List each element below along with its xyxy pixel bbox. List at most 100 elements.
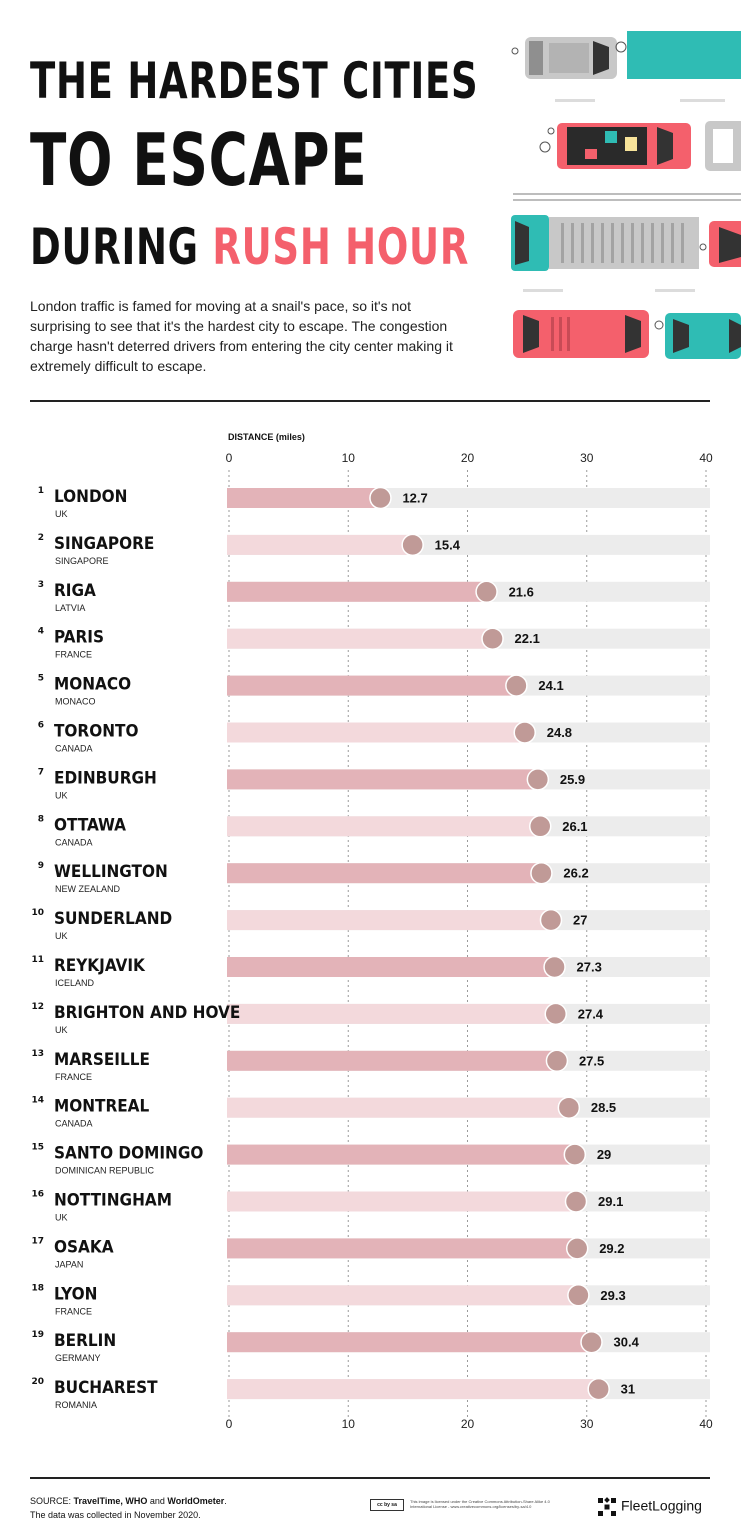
country-name: GERMANY — [55, 1353, 101, 1363]
rank-number: 2 — [38, 533, 44, 543]
rank-number: 16 — [31, 1190, 44, 1200]
rank-number: 12 — [31, 1002, 44, 1012]
country-name: FRANCE — [55, 1306, 92, 1316]
country-name: UK — [55, 1213, 68, 1223]
value-label: 29.1 — [598, 1194, 623, 1209]
value-dot — [564, 1190, 588, 1213]
bottom-tick-label-40: 40 — [699, 1417, 713, 1431]
country-name: NEW ZEALAND — [55, 884, 121, 894]
chart-row: 25.9 7 EDINBURGH UK — [38, 767, 710, 800]
top-divider — [30, 400, 710, 402]
bar-monaco — [227, 675, 517, 696]
chart-row: 27.5 13 MARSEILLE FRANCE — [31, 1049, 710, 1082]
city-name: NOTTINGHAM — [54, 1191, 172, 1211]
city-name: EDINBURGH — [54, 768, 157, 788]
bar-toronto — [227, 722, 525, 743]
city-name: RIGA — [54, 581, 96, 601]
rank-number: 9 — [38, 861, 44, 871]
top-tick-label-10: 10 — [342, 451, 356, 465]
title-line-3-plain: DURING — [30, 218, 213, 276]
country-name: SINGAPORE — [55, 556, 109, 566]
city-name: SANTO DOMINGO — [54, 1144, 203, 1164]
rank-number: 5 — [38, 674, 44, 684]
bar-edinburgh — [227, 769, 538, 790]
value-dot — [530, 861, 553, 885]
source-a: TravelTime, WHO — [73, 1496, 148, 1506]
city-name: MARSEILLE — [54, 1050, 150, 1070]
value-dot — [369, 486, 392, 510]
city-name: REYKJAVIK — [54, 956, 146, 976]
country-name: ICELAND — [55, 978, 95, 988]
value-label: 25.9 — [560, 772, 585, 787]
axis-label: DISTANCE (miles) — [228, 432, 305, 442]
value-label: 24.8 — [547, 725, 572, 740]
fleetlogging-logo-icon — [598, 1497, 616, 1516]
value-label: 26.1 — [562, 819, 587, 834]
rank-number: 19 — [31, 1330, 44, 1340]
city-name: OTTAWA — [54, 815, 126, 835]
value-dot — [543, 955, 566, 979]
bar-ottawa — [227, 816, 541, 837]
value-dot — [557, 1096, 581, 1119]
rank-number: 13 — [31, 1049, 44, 1059]
value-dot — [475, 580, 498, 604]
gray-truck-icon — [511, 215, 699, 271]
value-label: 29.3 — [600, 1288, 625, 1303]
value-label: 27 — [573, 913, 587, 928]
value-label: 28.5 — [591, 1100, 616, 1115]
city-name: BUCHAREST — [54, 1378, 158, 1398]
value-dot — [545, 1049, 569, 1073]
bar-singapore — [227, 534, 413, 555]
value-dot — [544, 1002, 567, 1026]
value-dot — [481, 627, 504, 650]
value-dot — [580, 1330, 603, 1354]
value-label: 22.1 — [515, 631, 540, 646]
rank-number: 8 — [38, 814, 44, 824]
chart-row: 15.4 2 SINGAPORE SINGAPORE — [38, 533, 710, 566]
value-label: 29.2 — [599, 1241, 624, 1256]
value-label: 27.4 — [578, 1006, 604, 1021]
city-name: SUNDERLAND — [54, 909, 172, 929]
rank-number: 3 — [38, 580, 44, 590]
title-line-1: THE HARDEST CITIES — [30, 52, 479, 110]
top-tick-label-40: 40 — [699, 451, 713, 465]
chart-row: 12.7 1 LONDON UK — [38, 486, 710, 519]
country-name: MONACO — [55, 697, 96, 707]
chart-row: 30.4 19 BERLIN GERMANY — [31, 1330, 710, 1363]
brand-logo: FleetLogging — [596, 1496, 702, 1518]
top-tick-label-20: 20 — [461, 451, 475, 465]
value-dot — [567, 1284, 590, 1307]
collected-line: The data was collected in November 2020. — [30, 1510, 201, 1520]
bottom-tick-label-10: 10 — [342, 1417, 356, 1431]
city-name: BRIGHTON AND HOVE — [54, 1003, 240, 1023]
bar-santo-domingo — [227, 1144, 575, 1165]
gray-car-icon — [511, 37, 617, 79]
value-dot — [528, 815, 552, 838]
chart-row: 21.6 3 RIGA LATVIA — [38, 580, 710, 613]
bar-chart: 12.7 1 LONDON UK 15.4 2 SINGAPORE SINGAPORE 21.6… — [31, 451, 713, 1431]
value-label: 21.6 — [509, 584, 534, 599]
country-name: CANADA — [55, 1119, 93, 1129]
city-name: SINGAPORE — [54, 534, 154, 554]
city-name: MONACO — [54, 675, 131, 695]
chart-row: 22.1 4 PARIS FRANCE — [38, 627, 710, 660]
rank-number: 17 — [31, 1236, 44, 1246]
country-name: UK — [55, 790, 68, 800]
rank-number: 15 — [31, 1143, 44, 1153]
chart-row: 31 20 BUCHAREST ROMANIA — [31, 1377, 710, 1410]
source-b: WorldOmeter — [167, 1496, 225, 1506]
red-van-icon — [539, 123, 691, 169]
chart-row: 28.5 14 MONTREAL CANADA — [31, 1096, 710, 1129]
value-dot — [505, 674, 528, 697]
bar-berlin — [227, 1332, 592, 1353]
rank-number: 20 — [31, 1377, 44, 1387]
source-prefix: SOURCE: — [30, 1496, 74, 1506]
country-name: DOMINICAN REPUBLIC — [55, 1166, 155, 1176]
value-label: 26.2 — [563, 866, 588, 881]
bar-marseille — [227, 1050, 557, 1071]
value-label: 24.1 — [538, 678, 563, 693]
value-label: 29 — [597, 1147, 611, 1162]
bar-reykjavik — [227, 957, 555, 977]
rank-number: 1 — [38, 486, 44, 496]
city-name: TORONTO — [54, 722, 138, 742]
